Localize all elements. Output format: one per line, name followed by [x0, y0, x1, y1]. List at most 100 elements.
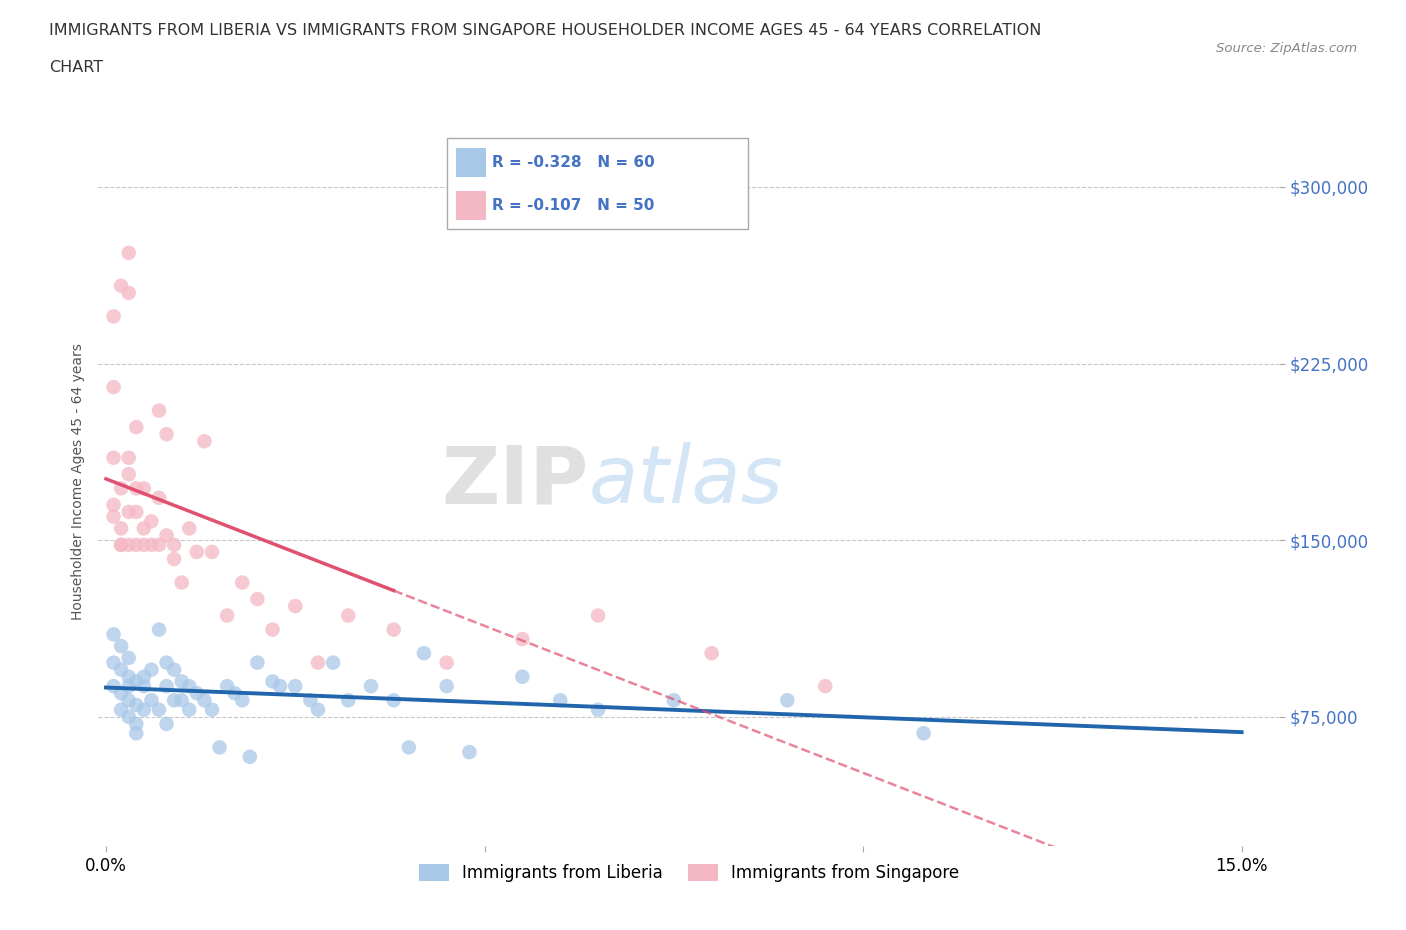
Point: [436, 655, 458, 670]
Point: [125, 481, 148, 496]
Point: [360, 679, 382, 694]
Point: [586, 608, 609, 623]
Point: [337, 608, 360, 623]
Text: CHART: CHART: [49, 60, 103, 75]
Point: [118, 538, 141, 552]
Point: [103, 627, 125, 642]
Point: [148, 622, 170, 637]
Point: [179, 702, 201, 717]
Point: [700, 645, 723, 660]
Text: Source: ZipAtlas.com: Source: ZipAtlas.com: [1216, 42, 1357, 55]
Point: [217, 608, 239, 623]
Point: [179, 679, 201, 694]
Point: [110, 538, 132, 552]
Point: [110, 521, 132, 536]
Point: [118, 246, 141, 260]
Point: [118, 679, 141, 694]
Point: [132, 481, 155, 496]
Point: [118, 693, 141, 708]
Point: [118, 286, 141, 300]
Point: [231, 575, 253, 590]
Point: [110, 481, 132, 496]
Point: [110, 639, 132, 654]
Point: [141, 662, 163, 677]
Point: [118, 504, 141, 519]
Point: [217, 679, 239, 694]
Point: [201, 702, 224, 717]
Point: [912, 725, 935, 740]
Point: [163, 662, 186, 677]
Point: [307, 655, 329, 670]
Point: [125, 674, 148, 689]
Point: [193, 693, 215, 708]
Point: [179, 521, 201, 536]
Point: [246, 655, 269, 670]
Point: [132, 670, 155, 684]
Point: [155, 679, 177, 694]
Point: [148, 404, 170, 418]
Point: [413, 645, 436, 660]
Point: [186, 685, 208, 700]
Point: [141, 514, 163, 529]
Point: [512, 670, 534, 684]
Point: [110, 662, 132, 677]
Point: [512, 631, 534, 646]
Point: [148, 538, 170, 552]
Text: ZIP: ZIP: [441, 443, 589, 520]
Point: [458, 745, 481, 760]
Point: [269, 679, 291, 694]
Point: [299, 693, 322, 708]
Point: [337, 693, 360, 708]
Point: [125, 698, 148, 712]
Point: [103, 498, 125, 512]
Y-axis label: Householder Income Ages 45 - 64 years: Householder Income Ages 45 - 64 years: [70, 343, 84, 619]
Point: [586, 702, 609, 717]
Point: [170, 693, 193, 708]
Point: [307, 702, 329, 717]
Point: [231, 693, 253, 708]
Point: [103, 450, 125, 465]
Point: [436, 679, 458, 694]
Point: [125, 716, 148, 731]
Text: IMMIGRANTS FROM LIBERIA VS IMMIGRANTS FROM SINGAPORE HOUSEHOLDER INCOME AGES 45 : IMMIGRANTS FROM LIBERIA VS IMMIGRANTS FR…: [49, 23, 1042, 38]
Point: [118, 450, 141, 465]
Point: [155, 655, 177, 670]
Point: [382, 693, 405, 708]
Point: [118, 670, 141, 684]
Point: [224, 685, 246, 700]
Point: [163, 551, 186, 566]
Point: [186, 544, 208, 559]
Point: [148, 702, 170, 717]
Point: [103, 509, 125, 524]
Point: [118, 650, 141, 665]
Point: [246, 591, 269, 606]
Point: [382, 622, 405, 637]
Point: [132, 679, 155, 694]
Point: [284, 599, 307, 614]
Point: [141, 538, 163, 552]
Point: [132, 521, 155, 536]
Point: [155, 716, 177, 731]
Point: [155, 528, 177, 543]
Point: [110, 278, 132, 293]
Point: [201, 544, 224, 559]
Point: [125, 419, 148, 434]
Legend: Immigrants from Liberia, Immigrants from Singapore: Immigrants from Liberia, Immigrants from…: [412, 857, 966, 889]
Point: [170, 575, 193, 590]
Point: [125, 538, 148, 552]
Point: [662, 693, 685, 708]
Point: [163, 693, 186, 708]
Point: [814, 679, 837, 694]
Point: [322, 655, 344, 670]
Point: [262, 674, 284, 689]
Point: [163, 538, 186, 552]
Point: [103, 679, 125, 694]
Point: [118, 710, 141, 724]
Point: [103, 655, 125, 670]
Point: [141, 693, 163, 708]
Point: [103, 379, 125, 394]
Point: [132, 538, 155, 552]
Point: [110, 685, 132, 700]
Point: [262, 622, 284, 637]
Point: [776, 693, 799, 708]
